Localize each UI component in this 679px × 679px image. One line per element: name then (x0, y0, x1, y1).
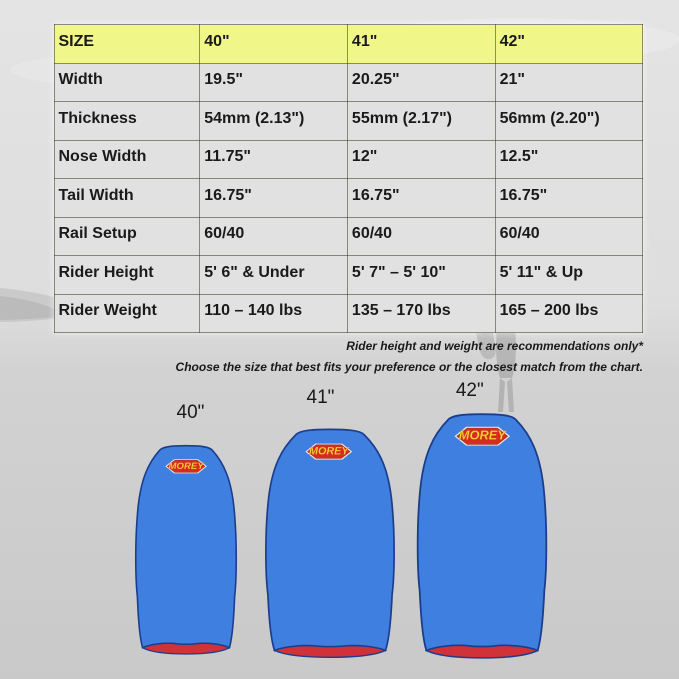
svg-text:MOREY: MOREY (169, 461, 206, 472)
svg-text:MOREY: MOREY (309, 445, 349, 457)
svg-text:MOREY: MOREY (459, 428, 507, 443)
